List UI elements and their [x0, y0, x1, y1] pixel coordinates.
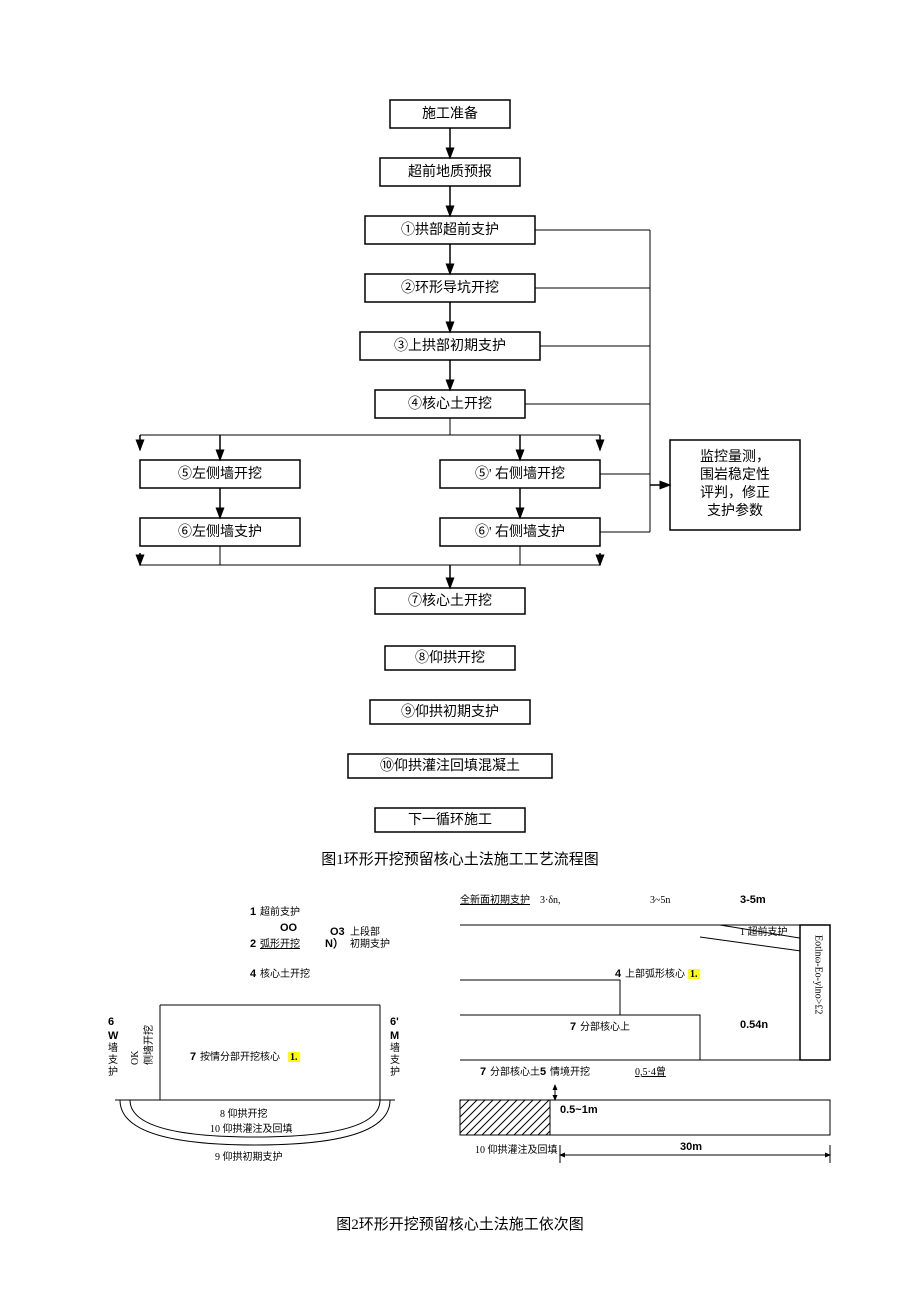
l3c: N）	[325, 937, 344, 950]
r1: 1 超前支护	[740, 925, 788, 938]
l9: 9 仰拱初期支护	[215, 1150, 283, 1163]
l6n: 6	[108, 1016, 114, 1028]
r7bn2: 5	[540, 1066, 546, 1078]
l8: 8 仰拱开挖	[220, 1107, 268, 1120]
node-n1-label: 施工准备	[422, 105, 478, 122]
l1t: 超前支护	[260, 905, 300, 918]
r054: 0.54n	[740, 1019, 768, 1031]
node-n6-label: ④核心土开挖	[408, 396, 492, 412]
lok: OK	[130, 1050, 141, 1065]
r30: 30m	[680, 1141, 702, 1153]
l3d: 初期支护	[350, 937, 390, 950]
node-n11-label: ⑨仰拱初期支护	[401, 703, 499, 720]
l2n: 2	[250, 938, 256, 950]
r054b: 0,5·4曾	[635, 1065, 666, 1078]
l3b: 上段部	[350, 925, 380, 938]
node-n10-label: ⑧仰拱开挖	[415, 650, 485, 666]
l6z3: 护	[108, 1065, 118, 1078]
flowchart-svg: 施工准备 超前地质预报 ①拱部超前支护 ②环形导坑开挖 ③上拱部初期支护 ④核心…	[60, 40, 860, 840]
side-l2: 围岩稳定性	[700, 467, 770, 483]
hatch-block	[460, 1100, 550, 1135]
r7at: 分部核心上	[580, 1020, 630, 1033]
r4t: 上部弧形核心	[625, 967, 685, 980]
rt4: 3-5m	[740, 894, 766, 906]
fig2-left: 1 超前支护 OO 2 弧形开挖 O3 上段部 N） 初期支护 4 核心土开挖 …	[108, 905, 400, 1163]
l6z2: 支	[108, 1054, 118, 1066]
r4n: 4	[615, 968, 622, 980]
flow-boxes: 施工准备 超前地质预报 ①拱部超前支护 ②环形导坑开挖 ③上拱部初期支护 ④核心…	[140, 100, 800, 832]
arc-outer	[120, 1100, 390, 1145]
l6pz2: 支	[390, 1054, 400, 1066]
r7bn: 7	[480, 1066, 486, 1078]
caption-2: 图2环形开挖预留核心土法施工依次图	[60, 1213, 860, 1234]
loo: OO	[280, 922, 298, 934]
r7bt2: 情境开挖	[550, 1065, 590, 1078]
rt3: 3~5n	[650, 895, 670, 906]
side-l4: 支护参数	[707, 502, 763, 519]
rt2: 3·δn,	[540, 895, 561, 906]
rv: Eotlnω-Eo-ylno>£2	[813, 935, 824, 1014]
l6pz1: 墙	[390, 1041, 400, 1054]
l7n: 7	[190, 1051, 196, 1063]
node-n2-label: 超前地质预报	[408, 163, 492, 180]
l7hl: 1.	[290, 1052, 298, 1063]
node-n3-label: ①拱部超前支护	[401, 221, 499, 238]
fig2-svg: 1 超前支护 OO 2 弧形开挖 O3 上段部 N） 初期支护 4 核心土开挖 …	[60, 885, 860, 1205]
l6pz3: 护	[390, 1065, 400, 1078]
node-n8l-label: ⑥左侧墙支护	[178, 524, 262, 540]
node-n7l-label: ⑤左侧墙开挖	[178, 466, 262, 482]
node-n12-label: ⑩仰拱灌注回填混凝土	[380, 758, 520, 774]
fig2-right: 全新面初期支护 3·δn, 3~5n 3-5m 1 超前支护 Eotlnω-Eo…	[460, 893, 830, 1163]
node-n13-label: 下一循环施工	[408, 812, 492, 828]
l10: 10 仰拱灌注及回填	[210, 1122, 293, 1135]
r05: 0.5~1m	[560, 1104, 598, 1116]
side-l3: 评判，修正	[700, 485, 770, 501]
l7t: 按情分部开挖核心	[200, 1050, 280, 1063]
node-n9-label: ⑦核心土开挖	[408, 593, 492, 609]
node-n4-label: ②环形导坑开挖	[401, 280, 499, 296]
r10: 10 仰拱灌注及回填	[475, 1143, 558, 1156]
node-n8r-label: ⑥' 右侧墙支护	[475, 524, 565, 540]
rt1: 全新面初期支护	[460, 893, 530, 906]
l1n: 1	[250, 906, 256, 918]
r7bt: 分部核心土	[490, 1065, 540, 1078]
l6pn: 6'	[390, 1016, 399, 1028]
l4t: 核心土开挖	[260, 967, 310, 980]
l3a: O3	[330, 926, 345, 938]
l4n: 4	[250, 968, 257, 980]
l6w: W	[108, 1030, 119, 1042]
node-n5-label: ③上拱部初期支护	[394, 337, 506, 354]
l2t: 弧形开挖	[260, 937, 300, 950]
l6z1: 墙	[108, 1041, 118, 1054]
caption-1: 图1环形开挖预留核心土法施工工艺流程图	[60, 848, 860, 869]
lmh: 侧墙开挖	[142, 1025, 155, 1065]
l6pm: M	[390, 1030, 399, 1042]
r4hl: 1.	[690, 969, 698, 980]
node-n7r-label: ⑤' 右侧墙开挖	[475, 466, 565, 482]
side-l1: 监控量测，	[700, 449, 770, 465]
r7an: 7	[570, 1021, 576, 1033]
